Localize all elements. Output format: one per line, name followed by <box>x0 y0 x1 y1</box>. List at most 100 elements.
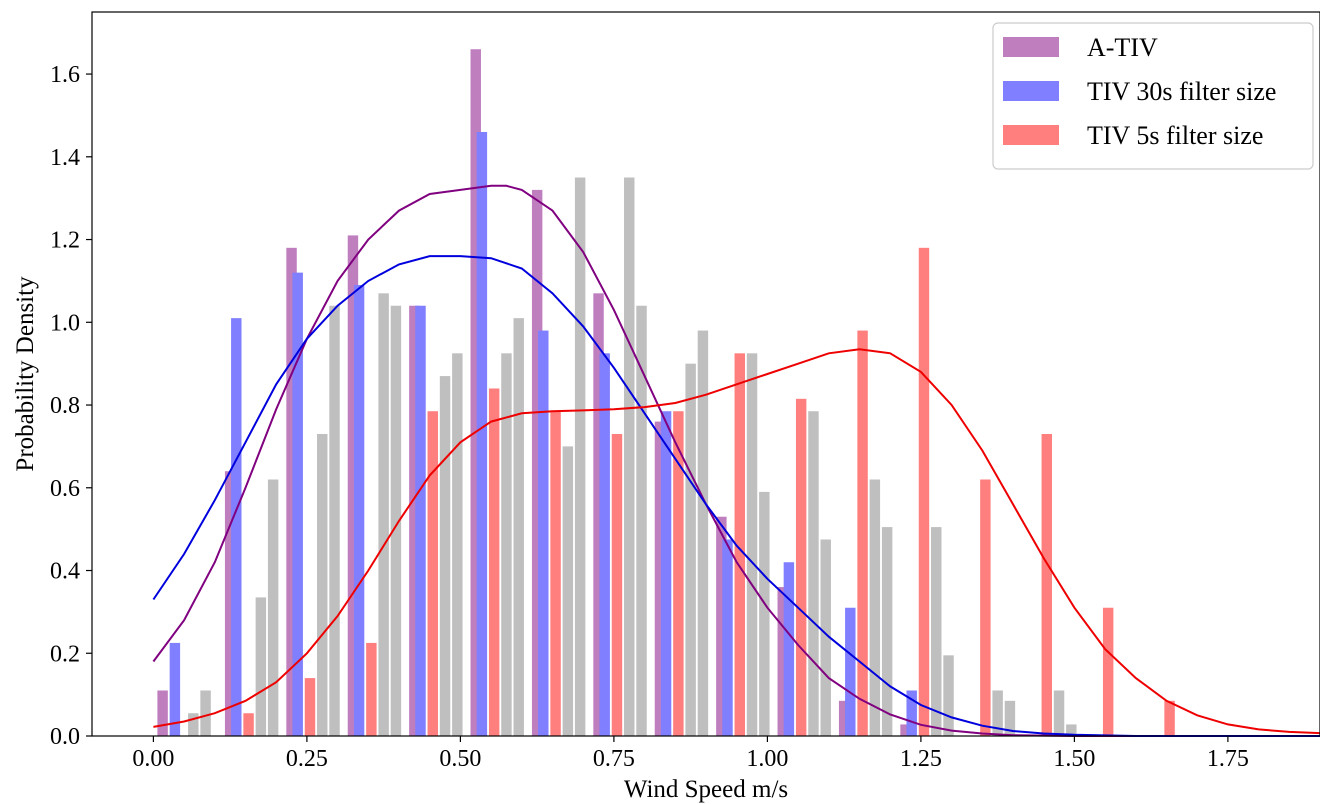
bar-s2-9 <box>795 398 807 736</box>
bar-s1-7 <box>599 353 610 736</box>
x-tick-label-1: 0.25 <box>286 746 328 772</box>
bar-s1-10 <box>783 562 795 736</box>
bar-s0-8 <box>654 421 666 736</box>
y-axis-label: Probability Density <box>12 276 39 472</box>
bar-s3-11 <box>513 318 524 736</box>
bar-s0-6 <box>531 189 543 736</box>
bars-layer <box>157 49 1175 737</box>
bar-s3-0 <box>188 713 199 736</box>
x-tick-label-5: 1.25 <box>900 746 942 772</box>
density-curve-2 <box>153 348 1320 735</box>
bar-s0-12 <box>900 724 911 736</box>
x-tick-label-4: 1.00 <box>746 746 788 772</box>
y-tick-label-5: 1.0 <box>50 310 80 336</box>
y-tick-label-2: 0.4 <box>50 559 80 585</box>
legend-label-1: TIV 30s filter size <box>1087 77 1276 106</box>
bar-s3-12 <box>562 446 574 736</box>
bar-s3-25 <box>943 655 954 736</box>
bar-s3-15 <box>636 305 647 736</box>
bar-s3-29 <box>1066 724 1077 736</box>
bar-s1-6 <box>538 330 549 736</box>
bar-s0-7 <box>593 293 604 736</box>
bar-s2-11 <box>918 247 930 736</box>
bar-s3-1 <box>200 690 211 736</box>
bar-s3-9 <box>452 353 463 736</box>
bar-s3-2 <box>255 597 267 736</box>
legend-label-0: A-TIV <box>1087 33 1158 62</box>
density-curve-1 <box>152 255 1320 737</box>
y-tick-label-1: 0.2 <box>50 641 80 667</box>
bar-s3-8 <box>439 376 451 736</box>
bar-s3-7 <box>390 305 402 736</box>
x-axis-label: Wind Speed m/s <box>624 776 788 803</box>
bar-s0-2 <box>286 247 297 736</box>
bar-s2-0 <box>243 713 254 736</box>
bar-s2-1 <box>304 678 316 736</box>
x-tick-label-3: 0.75 <box>593 746 635 772</box>
bar-s1-5 <box>476 131 488 736</box>
bar-s3-10 <box>501 353 512 736</box>
y-tick-label-0: 0.0 <box>50 724 80 750</box>
y-tick-label-7: 1.4 <box>50 145 80 171</box>
bar-s2-4 <box>488 388 500 736</box>
bar-s0-5 <box>470 49 481 736</box>
x-axis: 0.00 0.25 0.50 0.75 1.00 1.25 1.50 1.75 <box>132 736 1249 772</box>
y-axis: 0.0 0.2 0.4 0.6 0.8 1.0 1.2 1.4 1.6 <box>50 62 92 750</box>
bar-s3-3 <box>267 479 279 736</box>
legend-swatch-0 <box>1003 37 1059 57</box>
bar-s2-14 <box>1102 607 1114 736</box>
bar-s2-3 <box>427 411 438 736</box>
legend-swatch-1 <box>1003 81 1059 101</box>
bar-s3-4 <box>317 433 328 736</box>
bar-s1-4 <box>415 305 426 736</box>
bar-s1-11 <box>845 607 856 736</box>
y-tick-label-4: 0.8 <box>50 393 80 419</box>
bar-s3-19 <box>759 491 770 736</box>
plot-frame <box>91 11 1320 737</box>
bar-s1-0 <box>169 642 181 736</box>
y-tick-label-6: 1.2 <box>50 228 80 254</box>
bar-s3-5 <box>329 305 340 736</box>
bar-s0-10 <box>777 587 788 736</box>
bar-s3-18 <box>746 353 758 736</box>
bar-s2-10 <box>857 330 868 736</box>
curves-layer <box>152 184 1320 737</box>
bar-s2-8 <box>734 353 745 736</box>
density-curve-0 <box>152 184 1320 737</box>
bar-s1-2 <box>292 272 303 736</box>
bar-s2-2 <box>366 642 377 736</box>
y-tick-label-3: 0.6 <box>50 476 80 502</box>
bar-s3-13 <box>574 177 586 736</box>
bar-s0-9 <box>716 516 727 736</box>
bar-s3-20 <box>808 411 819 736</box>
bar-s1-12 <box>906 690 917 736</box>
bar-s1-3 <box>353 285 365 736</box>
bar-s3-26 <box>992 690 1003 736</box>
x-tick-label-6: 1.50 <box>1053 746 1095 772</box>
x-tick-label-2: 0.50 <box>439 746 481 772</box>
bar-s3-14 <box>624 177 635 736</box>
bar-s3-27 <box>1004 700 1016 736</box>
bar-s3-16 <box>685 363 696 736</box>
legend: A-TIV TIV 30s filter size TIV 5s filter si… <box>992 22 1314 170</box>
bar-s3-17 <box>697 330 709 736</box>
bar-s2-6 <box>611 433 623 736</box>
bar-s2-13 <box>1041 433 1052 736</box>
bar-s0-11 <box>838 700 850 736</box>
y-tick-label-8: 1.6 <box>50 62 80 88</box>
legend-swatch-2 <box>1003 125 1059 145</box>
x-tick-label-0: 0.00 <box>132 746 174 772</box>
bar-s0-4 <box>409 305 420 736</box>
bar-s1-8 <box>660 411 672 736</box>
bar-s2-15 <box>1164 700 1175 736</box>
legend-frame <box>992 22 1314 170</box>
bar-s3-6 <box>378 293 389 736</box>
bar-s3-24 <box>931 527 942 736</box>
bar-s0-0 <box>157 690 168 736</box>
bar-s0-3 <box>347 235 359 737</box>
bar-s2-5 <box>550 411 561 736</box>
bar-s3-22 <box>869 479 881 736</box>
bar-s3-21 <box>820 539 831 736</box>
bar-s2-12 <box>980 479 991 736</box>
